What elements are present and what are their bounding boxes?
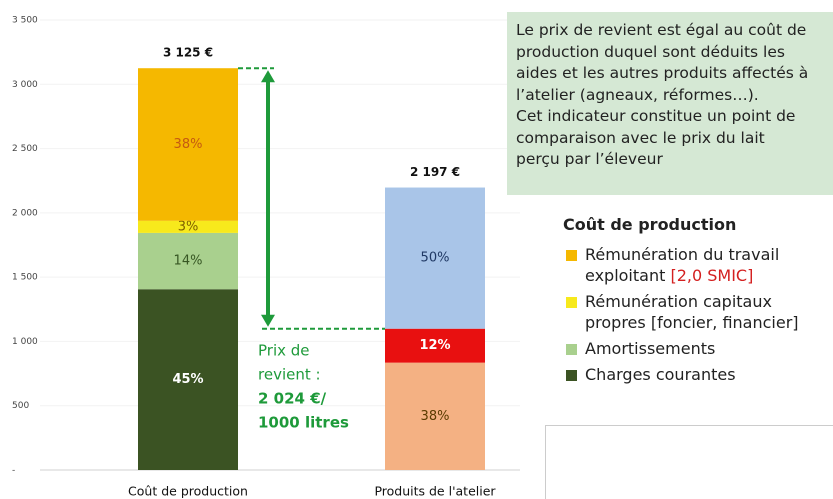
legend-label: Amortissements: [585, 339, 716, 358]
legend-title: Coût de production: [563, 215, 737, 234]
x-tick-label: Produits de l'atelier: [374, 484, 496, 499]
legend-item: Rémunération capitaux propres [foncier, …: [563, 291, 833, 333]
info-line: perçu par l’éleveur: [516, 150, 663, 168]
y-tick-label: 3 000: [12, 80, 38, 90]
legend-note: [2,0 SMIC]: [670, 266, 754, 285]
info-line: comparaison avec le prix du lait: [516, 128, 765, 147]
total-label: 3 125 €: [163, 46, 213, 60]
legend-label: Rémunération du travail exploitant: [585, 245, 780, 285]
y-tick-label: 500: [12, 401, 29, 411]
y-tick-label: -: [12, 466, 15, 476]
y-tick-label: 2 500: [12, 144, 38, 154]
y-tick-label: 2 000: [12, 208, 38, 218]
annotation-line: 2 024 €/: [258, 390, 327, 408]
legend-swatch: [566, 250, 577, 261]
x-tick-label: Coût de production: [128, 484, 248, 499]
bar-segment: [138, 68, 238, 221]
bar-segment: [138, 220, 238, 233]
arrow-head: [261, 70, 275, 83]
y-tick-label: 3 500: [12, 16, 38, 26]
legend-item: Amortissements: [563, 338, 833, 359]
total-label: 2 197 €: [410, 165, 460, 179]
bar-segment: [385, 362, 485, 470]
legend-label: Rémunération capitaux propres [foncier, …: [585, 292, 799, 332]
legend-swatch: [566, 344, 577, 355]
segment-label: 38%: [174, 137, 203, 152]
y-tick-label: 1 500: [12, 273, 38, 283]
legend-swatch: [566, 297, 577, 308]
segment-label: 12%: [419, 338, 450, 353]
bar-segment: [138, 289, 238, 470]
segment-label: 38%: [421, 409, 450, 424]
info-line: Le prix de revient est égal au coût de: [516, 21, 807, 39]
info-line: Cet indicateur constitue un point de: [516, 107, 796, 125]
empty-panel: [545, 425, 833, 499]
info-box: Le prix de revient est égal au coût de pr…: [507, 12, 833, 195]
bar-segment: [385, 187, 485, 329]
legend-label: Charges courantes: [585, 365, 736, 384]
annotation-line: revient :: [258, 366, 321, 384]
annotation-line: 1000 litres: [258, 414, 349, 432]
segment-label: 14%: [174, 254, 203, 269]
arrow-head: [261, 314, 275, 327]
info-line: l’atelier (agneaux, réformes…).: [516, 85, 759, 104]
segment-label: 50%: [421, 251, 450, 266]
bar-segment: [138, 232, 238, 290]
segment-label: 45%: [172, 372, 203, 387]
bar-segment: [385, 328, 485, 363]
legend-swatch: [566, 370, 577, 381]
legend: Coût de production Rémunération du travai…: [563, 215, 833, 390]
annotation-line: Prix de: [258, 342, 310, 360]
y-tick-label: 1 000: [12, 337, 38, 347]
info-line: production duquel sont déduits les: [516, 42, 785, 61]
info-line: aides et les autres produits affectés à: [516, 64, 809, 82]
legend-item: Rémunération du travail exploitant [2,0 …: [563, 244, 833, 286]
segment-label: 3%: [178, 219, 199, 234]
legend-item: Charges courantes: [563, 364, 833, 385]
